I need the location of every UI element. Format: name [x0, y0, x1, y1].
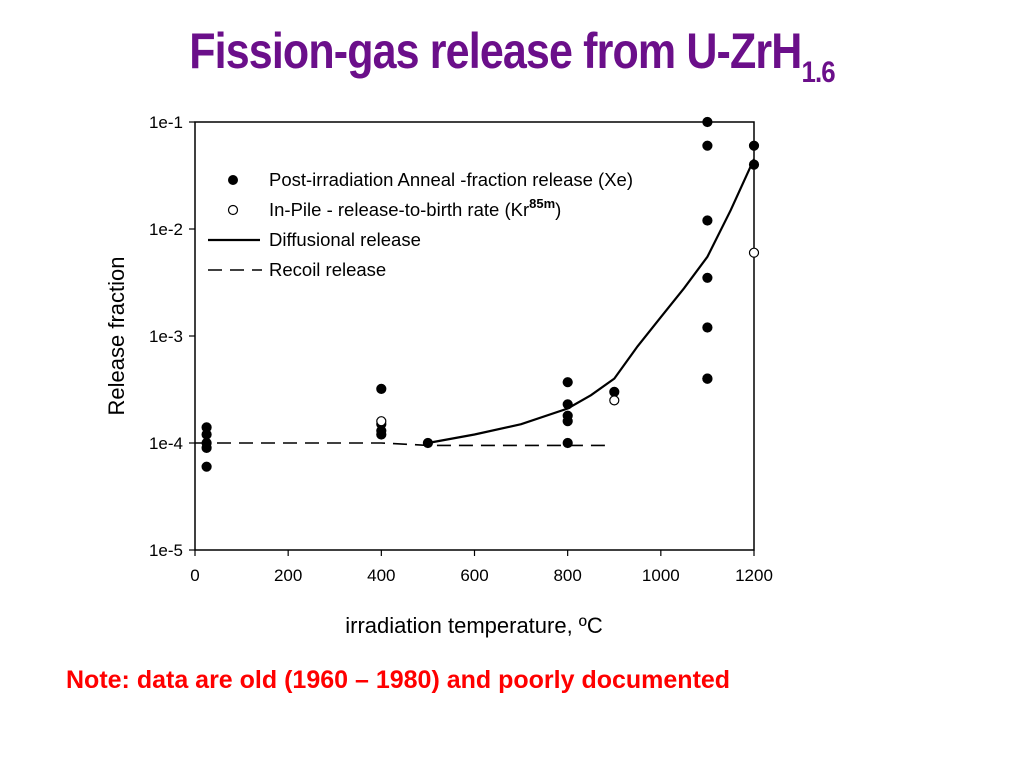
series-lines — [195, 158, 756, 447]
anneal-data-point — [702, 140, 713, 151]
x-tick-label: 0 — [190, 566, 199, 585]
anneal-data-point — [562, 437, 573, 449]
y-tick-label: 1e-2 — [149, 220, 183, 239]
anneal-data-point — [201, 442, 212, 453]
x-axis-label: irradiation temperature, ºC — [345, 613, 603, 638]
in-pile-data-point — [748, 247, 760, 258]
anneal-data-point — [702, 215, 713, 226]
x-tick-label: 1200 — [735, 566, 773, 585]
y-tick-label: 1e-3 — [149, 327, 183, 346]
x-tick-label: 600 — [460, 566, 488, 585]
in-pile-data-point — [376, 416, 387, 427]
release-fraction-chart: 0 200 400 600 800 1000 1200 1e-5 1e-4 1e-3 1e-2 1e-… — [104, 113, 773, 638]
legend-marker-filled — [228, 175, 238, 185]
recoil-release-line — [195, 442, 605, 447]
legend-label: In-Pile - release-to-birth rate (Kr85m) — [269, 196, 561, 220]
legend-label: Recoil release — [269, 259, 386, 280]
x-tick-label: 800 — [553, 566, 581, 585]
axes: 0 200 400 600 800 1000 1200 1e-5 1e-4 1e-3 1e-2 1e-… — [149, 113, 773, 585]
anneal-data-point — [702, 322, 713, 333]
anneal-data-point — [609, 386, 620, 397]
x-tick-label: 1000 — [642, 566, 680, 585]
anneal-data-point — [702, 116, 713, 128]
anneal-data-point — [201, 429, 212, 440]
slide-title: Fission-gas release from U-ZrH1.6 — [72, 22, 953, 90]
anneal-data-point — [748, 140, 760, 151]
anneal-data-point — [422, 437, 433, 449]
y-tick-label: 1e-1 — [149, 113, 183, 132]
anneal-data-point — [376, 383, 387, 394]
title-main: Fission-gas release from U-ZrH — [189, 23, 802, 79]
anneal-data-point — [702, 272, 713, 283]
data-points — [201, 116, 760, 472]
diffusional-release-line — [427, 158, 756, 445]
x-tick-label: 400 — [367, 566, 395, 585]
note-text: Note: data are old (1960 – 1980) and poo… — [66, 666, 731, 694]
anneal-data-point — [562, 399, 573, 410]
anneal-data-point — [562, 416, 573, 427]
title-subscript: 1.6 — [801, 56, 835, 89]
legend: Post-irradiation Anneal -fraction releas… — [208, 169, 633, 280]
legend-label: Post-irradiation Anneal -fraction releas… — [269, 169, 633, 190]
anneal-data-point — [201, 461, 212, 472]
y-tick-label: 1e-4 — [149, 434, 183, 453]
in-pile-data-point — [609, 395, 620, 406]
anneal-data-point — [562, 377, 573, 388]
y-axis-label: Release fraction — [104, 257, 129, 416]
y-tick-label: 1e-5 — [149, 541, 183, 560]
anneal-data-point — [748, 159, 760, 170]
anneal-data-point — [376, 429, 387, 440]
anneal-data-point — [702, 373, 713, 384]
x-tick-label: 200 — [274, 566, 302, 585]
legend-label: Diffusional release — [269, 229, 421, 250]
legend-marker-open — [227, 204, 239, 216]
